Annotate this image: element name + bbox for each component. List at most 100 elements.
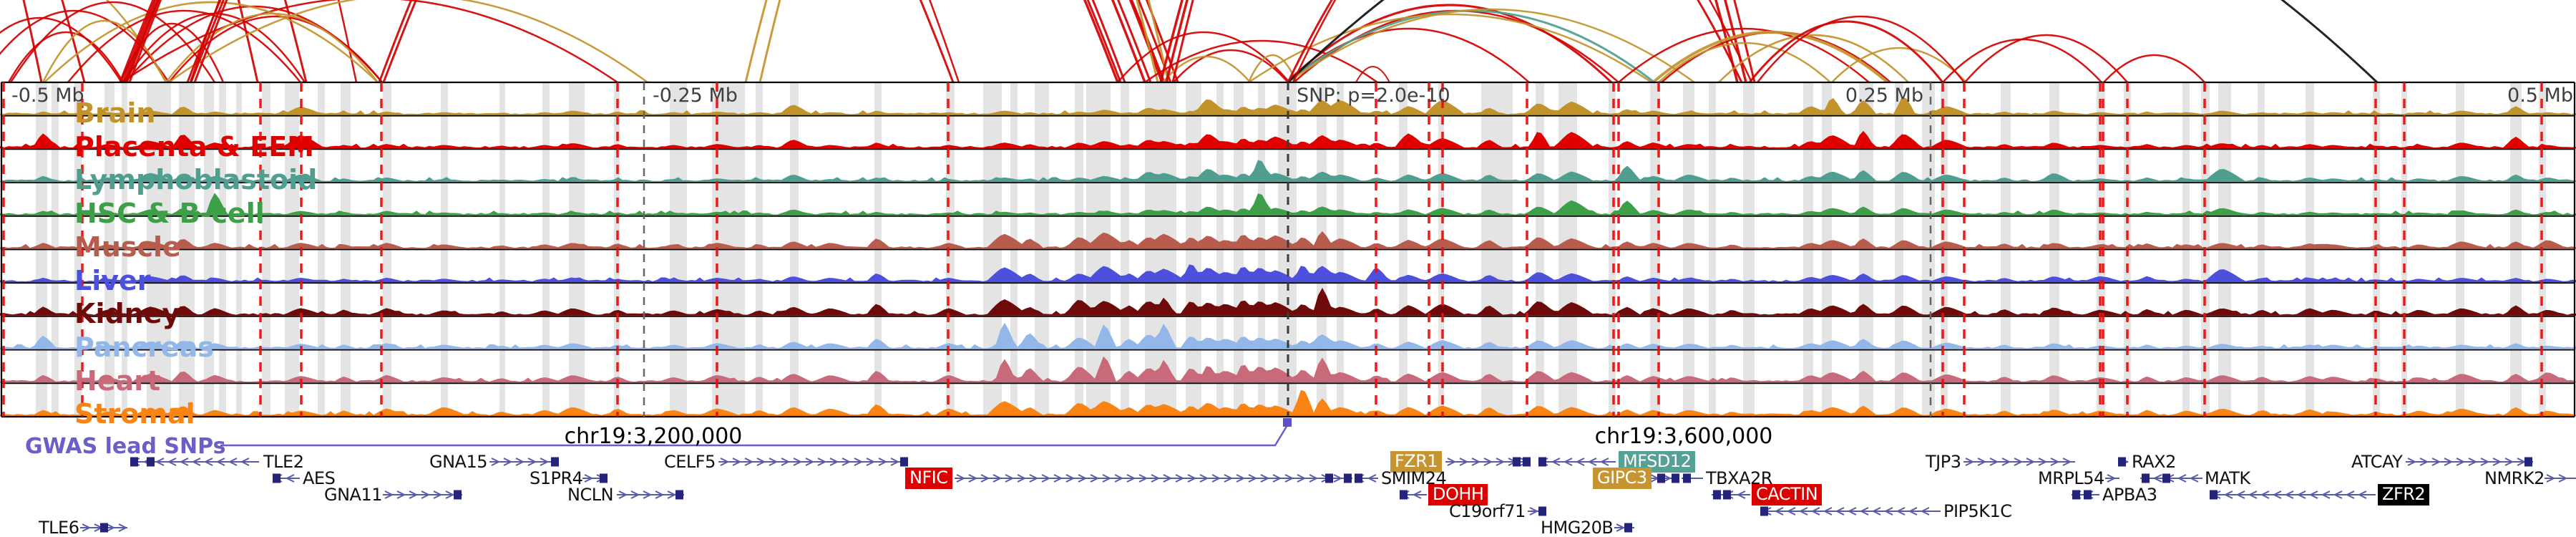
gene-strand-arrow [2001, 458, 2011, 466]
gene-strand-arrow [409, 490, 419, 499]
gene-strand-arrow [515, 458, 525, 466]
interaction-arc [1117, 31, 1290, 83]
gene-strand-arrow [956, 474, 966, 483]
gene-strand-arrow [584, 474, 594, 483]
gene-strand-arrow [1616, 523, 1626, 532]
gene-strand-arrow [781, 458, 791, 466]
gene-strand-arrow [655, 490, 665, 499]
signal-track-brain [0, 97, 2576, 115]
gene-strand-arrow [1965, 458, 1975, 466]
gene-exon-block [1344, 473, 1352, 483]
gene-label-HMG20B: HMG20B [1541, 518, 1614, 537]
interaction-arc [190, 0, 1152, 83]
gene-exon-block [900, 457, 908, 467]
gene-label-PIP5K1C: PIP5K1C [1943, 501, 2012, 521]
gene-label-AES: AES [303, 468, 336, 488]
track-label-placenta-eem: Placenta & EEM [74, 130, 315, 163]
signal-track-liver [0, 264, 2576, 283]
gene-strand-arrow [503, 458, 513, 466]
gene-strand-arrow [2177, 474, 2187, 483]
interaction-arc [122, 0, 1146, 83]
gene-exon-block [2162, 473, 2170, 483]
gene-strand-arrow [1053, 474, 1063, 483]
interaction-arc [378, 0, 1126, 83]
gene-strand-arrow [1078, 474, 1088, 483]
interaction-arc [121, 0, 618, 84]
gene-strand-arrow [732, 458, 742, 466]
gene-strand-arrow [1333, 474, 1343, 483]
snp-pvalue-label: SNP: p=2.0e-10 [1297, 84, 1450, 107]
gene-label-GNA15: GNA15 [429, 452, 488, 472]
gene-strand-arrow [1187, 474, 1197, 483]
gene-strand-arrow [2456, 458, 2466, 466]
gene-strand-arrow [744, 458, 754, 466]
gene-exon-block [2142, 473, 2150, 483]
gene-strand-arrow [1163, 474, 1173, 483]
track-label-heart: Heart [74, 364, 161, 397]
gene-strand-arrow [2558, 474, 2568, 483]
gene-strand-arrow [2152, 474, 2162, 483]
gene-strand-arrow [1090, 474, 1100, 483]
gene-exon-block [1355, 473, 1362, 483]
interaction-arc [1173, 49, 1289, 83]
coordinate-label-left: chr19:3,200,000 [564, 424, 743, 449]
gene-strand-arrow [1859, 507, 1869, 516]
gene-strand-arrow [1224, 474, 1234, 483]
gene-strand-arrow [191, 458, 201, 466]
gene-exon-block [600, 473, 608, 483]
gene-exon-block [1538, 457, 1546, 467]
gene-strand-arrow [527, 458, 537, 466]
gene-strand-arrow [829, 458, 839, 466]
gene-strand-arrow [2468, 458, 2478, 466]
gene-strand-arrow [805, 458, 815, 466]
gene-strand-arrow [2248, 490, 2258, 499]
gene-strand-arrow [1575, 458, 1585, 466]
gwas-callout-line [220, 425, 1289, 447]
gene-label-C19orf71: C19orf71 [1449, 501, 1526, 521]
gene-label-DOHH: DOHH [1428, 484, 1488, 505]
interaction-arc [0, 9, 170, 83]
interaction-arc [744, 0, 1159, 83]
gene-strand-arrow [1236, 474, 1246, 483]
interaction-arc [1618, 27, 1870, 83]
gene-strand-arrow [841, 458, 852, 466]
interaction-arc [1757, 15, 1965, 83]
gene-strand-arrow [285, 474, 295, 483]
gene-strand-arrow [228, 458, 238, 466]
gene-label-MRPL54: MRPL54 [2038, 468, 2104, 488]
track-label-stromal: Stromal [74, 398, 195, 430]
track-label-kidney: Kidney [74, 298, 180, 330]
track-label-liver: Liver [74, 264, 151, 296]
interaction-arc [1658, 42, 1831, 83]
gene-strand-arrow [203, 458, 213, 466]
gene-strand-arrow [878, 458, 888, 466]
interaction-arc [1287, 8, 1695, 84]
gene-exon-block [1523, 457, 1531, 467]
gene-exon-block [1400, 490, 1407, 500]
gene-strand-arrow [968, 474, 978, 483]
gene-strand-arrow [540, 458, 550, 466]
gene-label-GNA11: GNA11 [324, 485, 383, 505]
gene-exon-block [1624, 523, 1632, 533]
gene-strand-arrow [118, 523, 128, 532]
gene-strand-arrow [980, 474, 990, 483]
track-label-hsc-b-cell: HSC & B-cell [74, 198, 265, 230]
interaction-arc [44, 1, 379, 83]
gene-label-TLE2: TLE2 [263, 452, 304, 472]
axis-label-0-5mb: 0.5 Mb [2507, 84, 2573, 107]
gene-exon-block [1723, 490, 1731, 500]
gene-strand-arrow [1977, 458, 1987, 466]
gene-strand-arrow [1284, 474, 1294, 483]
gene-strand-arrow [2431, 458, 2441, 466]
interaction-arc [1831, 47, 1967, 83]
gene-strand-arrow [1114, 474, 1124, 483]
gene-strand-arrow [2504, 458, 2514, 466]
interaction-arc [168, 15, 383, 83]
gene-strand-arrow [2407, 458, 2417, 466]
axis-label-minus-0-25mb: -0.25 Mb [653, 84, 738, 107]
gene-label-APBA3: APBA3 [2102, 485, 2157, 505]
gene-strand-arrow [2189, 474, 2199, 483]
gene-strand-arrow [1774, 507, 1784, 516]
track-label-brain: Brain [74, 97, 156, 129]
